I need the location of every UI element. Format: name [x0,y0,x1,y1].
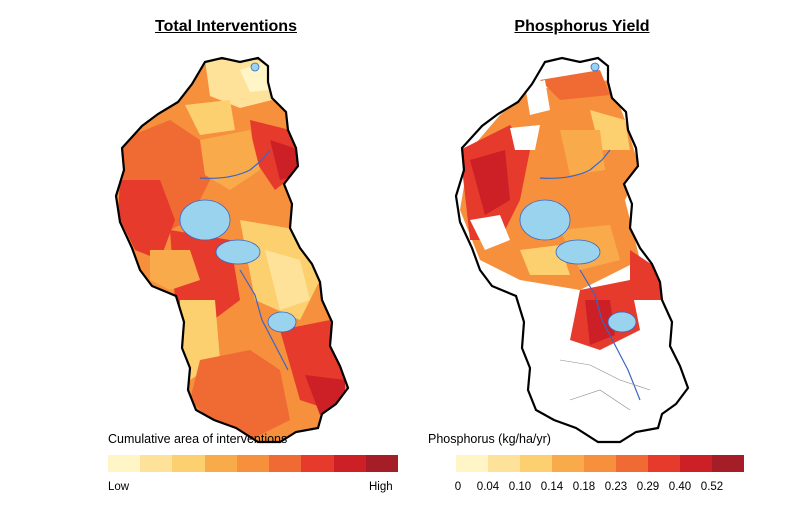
lake-north [250,62,260,72]
legend-swatch-6 [616,455,648,472]
legend-swatch-2 [140,455,173,472]
region-north-tip [240,60,270,92]
region-east-dark [270,140,300,180]
river-1 [539,149,611,179]
region-east-light [265,250,310,310]
lake-1 [179,199,231,241]
legend-tick-label: 0.18 [572,481,596,493]
legend-swatch-4 [204,455,237,472]
phosphorus-boundary [454,56,690,444]
region-north-light [185,100,235,135]
legend-swatch-4 [552,455,584,472]
region-north [540,70,610,100]
region-nodata-north [525,80,550,115]
legend-swatch-5 [236,455,270,472]
region-north-center [200,130,260,190]
legend-swatch-1 [456,455,488,472]
river-2 [579,269,641,401]
phosphorus-yield-title: Phosphorus Yield [514,18,650,35]
region-east-red [630,250,665,300]
legend-tick-label: 0.52 [700,481,724,493]
legend-swatch-7 [301,455,334,472]
legend-swatch-8 [680,455,712,472]
lake-3 [607,311,637,333]
phosphorus-legend-title: Phosphorus (kg/ha/yr) [428,432,551,446]
legend-tick-label: 0.40 [668,481,692,493]
legend-high-label: High [369,481,393,493]
subbasin-lines [559,359,651,411]
legend-swatch-3 [520,455,552,472]
lake-3 [267,311,297,333]
legend-tick-label: 0.23 [604,481,628,493]
legend-tick-label: 0.29 [636,481,660,493]
legend-tick-label: 0.14 [540,481,564,493]
region-south-dark [585,300,615,345]
river-1 [199,149,271,179]
region-west-dark [470,150,510,215]
region-midwest [150,250,200,290]
phosphorus-legend-bar [456,455,744,472]
legend-swatch-9 [365,455,398,472]
region-south [190,350,290,440]
lake-1 [519,199,571,241]
legend-swatch-1 [108,455,141,472]
legend-swatch-8 [333,455,366,472]
lake-north [590,62,600,72]
legend-swatch-5 [584,455,616,472]
legend-tick-label: 0.04 [476,481,500,493]
legend-tick-label: 0 [454,481,462,493]
interventions-legend-bar [108,455,398,472]
river-2 [239,269,289,371]
total-interventions-title: Total Interventions [155,18,297,35]
legend-low-label: Low [108,481,130,493]
phosphorus-map [456,58,688,442]
region-nodata-west [470,215,510,250]
region-nodata-north-2 [510,125,540,150]
region-west-dark [118,180,175,260]
legend-swatch-2 [488,455,520,472]
legend-tick-label: 0.10 [508,481,532,493]
lake-2 [555,239,601,265]
interventions-legend-title: Cumulative area of interventions [108,432,288,446]
region-north-center [560,130,605,175]
lake-2 [215,239,261,265]
legend-swatch-9 [712,455,744,472]
legend-swatch-6 [269,455,302,472]
legend-swatch-3 [172,455,205,472]
legend-swatch-7 [648,455,680,472]
interventions-map [116,58,348,442]
